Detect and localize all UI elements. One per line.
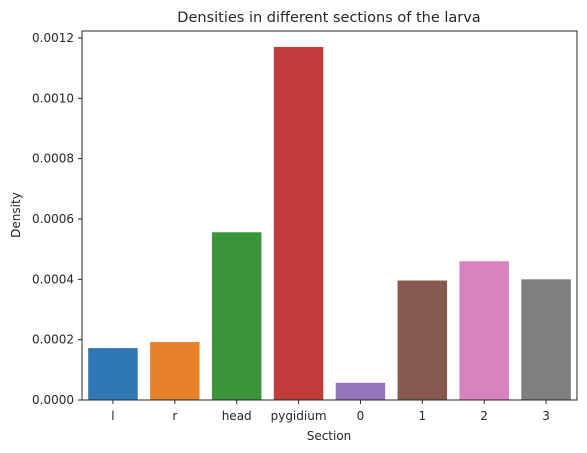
y-axis-label: Density <box>9 192 23 238</box>
x-axis-label: Section <box>307 429 352 443</box>
x-tick-label: r <box>172 409 177 423</box>
y-tick-label: 0.0004 <box>32 272 74 286</box>
bar-1 <box>397 280 448 400</box>
y-tick-label: 0.0002 <box>32 333 74 347</box>
bars-group <box>88 46 571 401</box>
x-tick-label: 2 <box>480 409 488 423</box>
x-tick-label: pygidium <box>271 409 327 423</box>
chart-title: Densities in different sections of the l… <box>177 10 480 26</box>
y-tick-label: 0.0008 <box>32 152 74 166</box>
plot-frame <box>81 30 578 401</box>
x-tick-label: 3 <box>542 409 550 423</box>
x-tick-label: 0 <box>357 409 365 423</box>
y-axis: 0.0000 0.0002 0.0004 0.0006 0.0008 0.0010 0.00… <box>32 31 82 407</box>
x-tick-label: l <box>111 409 114 423</box>
bar-3 <box>521 279 571 400</box>
x-axis: l r head pygidium 0 1 2 3 <box>111 400 550 423</box>
x-tick-label: head <box>222 409 252 423</box>
y-tick-label: 0.0006 <box>32 212 74 226</box>
bar-r <box>150 342 200 400</box>
bar-pygidium <box>273 46 324 401</box>
bar-2 <box>459 261 509 400</box>
y-tick-label: 0.0012 <box>32 31 74 45</box>
bar-l <box>88 348 138 400</box>
y-tick-label: 0.0000 <box>32 393 74 407</box>
bar-0 <box>335 382 386 400</box>
x-tick-label: 1 <box>418 409 426 423</box>
y-tick-label: 0.0010 <box>32 91 74 105</box>
bar-head <box>211 232 262 400</box>
